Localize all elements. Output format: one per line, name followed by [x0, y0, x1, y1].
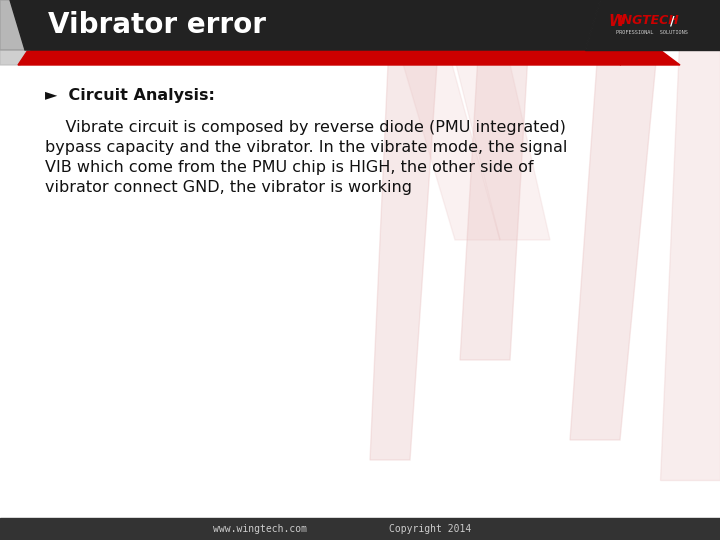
Text: vibrator connect GND, the vibrator is working: vibrator connect GND, the vibrator is wo…: [45, 180, 412, 195]
Text: ►  Circuit Analysis:: ► Circuit Analysis:: [45, 88, 215, 103]
Text: W: W: [608, 14, 625, 29]
Polygon shape: [18, 50, 640, 65]
Polygon shape: [0, 50, 30, 65]
Polygon shape: [660, 20, 720, 480]
Polygon shape: [390, 20, 500, 240]
Text: INGTECH: INGTECH: [618, 15, 680, 28]
Polygon shape: [460, 20, 530, 360]
Polygon shape: [620, 50, 680, 65]
Text: /: /: [670, 15, 675, 28]
Polygon shape: [370, 20, 440, 460]
Text: www.wingtech.com: www.wingtech.com: [213, 524, 307, 534]
Text: Copyright 2014: Copyright 2014: [389, 524, 471, 534]
Polygon shape: [10, 0, 600, 50]
Text: PROFESSIONAL  SOLUTIONS: PROFESSIONAL SOLUTIONS: [616, 30, 688, 35]
Polygon shape: [445, 20, 550, 240]
Text: Vibrator error: Vibrator error: [48, 11, 266, 39]
Text: Vibrate circuit is composed by reverse diode (PMU integrated): Vibrate circuit is composed by reverse d…: [45, 120, 566, 135]
Polygon shape: [570, 20, 660, 440]
Bar: [0, 518, 720, 540]
Polygon shape: [585, 0, 720, 50]
Polygon shape: [0, 0, 30, 50]
Text: VIB which come from the PMU chip is HIGH, the other side of: VIB which come from the PMU chip is HIGH…: [45, 160, 534, 175]
Text: bypass capacity and the vibrator. In the vibrate mode, the signal: bypass capacity and the vibrator. In the…: [45, 140, 567, 155]
